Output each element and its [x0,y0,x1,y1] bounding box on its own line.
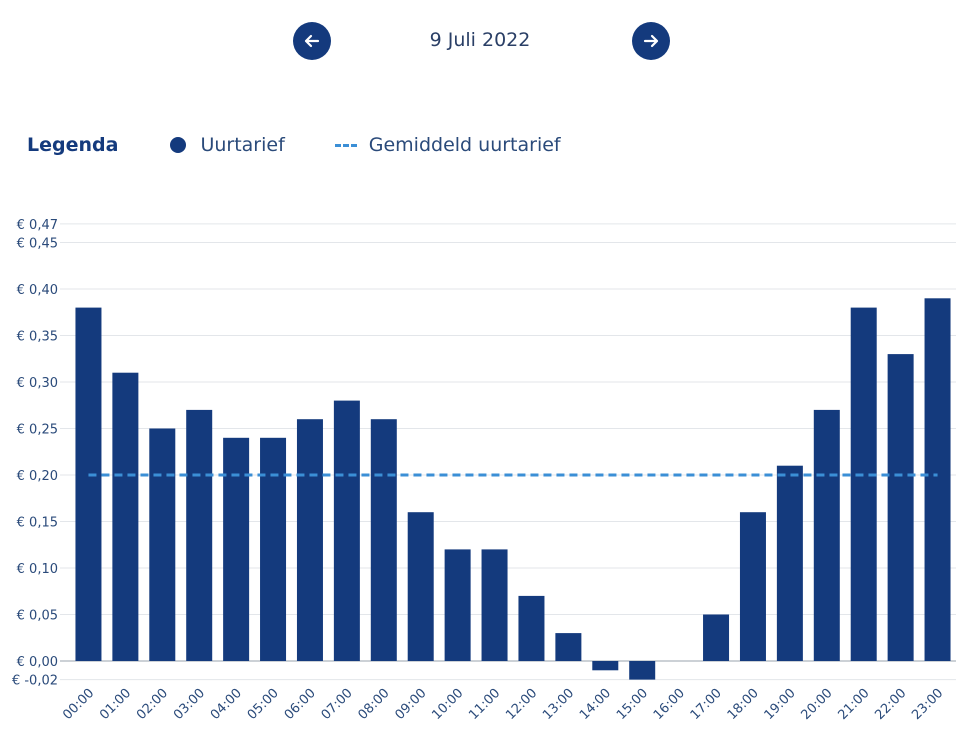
bar-0400[interactable] [223,437,250,661]
bar-2100[interactable] [850,307,877,661]
x-tick-label: 01:00 [97,686,134,723]
x-tick-label: 20:00 [799,686,836,723]
x-tick-label: 05:00 [245,686,282,723]
dot-icon [170,137,187,153]
x-tick-label: 16:00 [651,686,688,723]
y-tick-label: € 0,30 [17,376,58,391]
bar-1500[interactable] [629,661,656,680]
bar-0000[interactable] [75,307,102,661]
y-tick-label: € 0,47 [17,218,58,233]
bar-2200[interactable] [887,354,914,661]
x-tick-label: 10:00 [429,686,466,723]
bar-0200[interactable] [149,428,176,662]
bar-1200[interactable] [518,595,545,661]
bar-1000[interactable] [444,549,471,661]
bar-0800[interactable] [370,419,397,661]
legend-item-uurtarief[interactable]: Uurtarief [170,134,285,156]
x-tick-label: 22:00 [872,686,909,723]
y-tick-label: € -0,02 [12,674,58,689]
bar-0100[interactable] [112,372,139,661]
y-tick-label: € 0,05 [17,609,58,624]
x-tick-label: 06:00 [282,686,319,723]
bar-0900[interactable] [407,512,434,661]
bar-1300[interactable] [555,633,582,661]
x-tick-label: 15:00 [614,686,651,723]
x-tick-label: 00:00 [60,686,97,723]
bar-1800[interactable] [739,512,766,661]
x-tick-label: 02:00 [134,686,171,723]
legend-label-gemiddeld: Gemiddeld uurtarief [368,134,561,156]
bar-1700[interactable] [703,614,730,662]
y-tick-label: € 0,00 [17,655,58,670]
bar-0500[interactable] [260,437,287,661]
previous-day-button[interactable] [293,22,331,60]
current-date: 9 Juli 2022 [429,29,531,51]
legend-label-uurtarief: Uurtarief [200,134,285,156]
next-day-button[interactable] [632,22,670,60]
x-tick-label: 23:00 [909,686,946,723]
price-bar-chart: € -0,02 € 0,00 € 0,05 € 0,10 € 0,15 € 0,20 € 0… [12,218,956,723]
bar-1900[interactable] [776,465,803,661]
x-tick-label: 11:00 [466,686,503,723]
arrow-right-icon [643,34,659,48]
y-tick-label: € 0,35 [17,330,58,345]
x-tick-label: 09:00 [392,686,429,723]
bar-0600[interactable] [296,419,323,661]
y-tick-label: € 0,20 [17,469,58,484]
chart-legend: Legenda Uurtarief Gemiddeld uurtarief [27,130,611,160]
bar-1400[interactable] [592,661,619,671]
bar-0300[interactable] [186,409,213,661]
y-tick-label: € 0,40 [17,283,58,298]
x-tick-label: 14:00 [577,686,614,723]
x-tick-label: 07:00 [319,686,356,723]
bar-2300[interactable] [924,298,951,661]
x-tick-label: 21:00 [835,686,872,723]
x-tick-label: 17:00 [688,686,725,723]
y-tick-label: € 0,10 [17,562,58,577]
y-tick-label: € 0,15 [17,516,58,531]
bar-0700[interactable] [333,400,360,661]
bar-1100[interactable] [481,549,508,661]
arrow-left-icon [304,34,320,48]
x-tick-label: 18:00 [725,686,762,723]
legend-title: Legenda [27,134,119,156]
x-tick-label: 12:00 [503,686,540,723]
date-navigation: 9 Juli 2022 [0,22,972,60]
x-tick-label: 04:00 [208,686,245,723]
legend-item-gemiddeld[interactable]: Gemiddeld uurtarief [334,134,561,156]
bar-2000[interactable] [813,409,840,661]
x-tick-label: 13:00 [540,686,577,723]
x-tick-label: 08:00 [356,686,393,723]
x-tick-label: 03:00 [171,686,208,723]
x-tick-label: 19:00 [762,686,799,723]
dashed-line-icon [334,143,357,147]
y-tick-label: € 0,25 [17,423,58,438]
y-tick-label: € 0,45 [17,237,58,252]
